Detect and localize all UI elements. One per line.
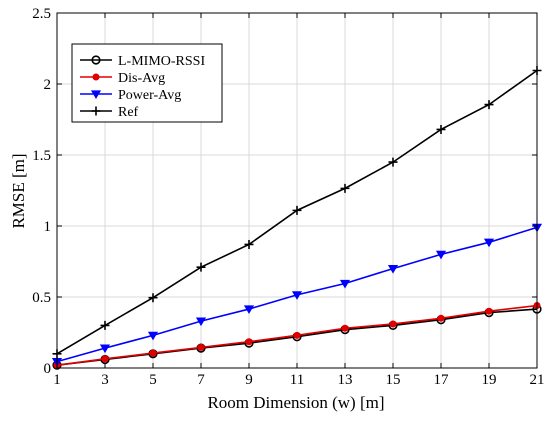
legend-label: Dis-Avg <box>118 71 165 86</box>
plus-marker <box>244 239 254 249</box>
x-tick-label: 17 <box>434 372 450 388</box>
x-tick-label: 15 <box>386 372 401 388</box>
triangle-marker <box>195 317 207 327</box>
plus-marker <box>148 293 158 303</box>
triangle-marker <box>147 331 159 341</box>
y-tick-label: 0 <box>44 361 52 377</box>
y-tick-label: 1.5 <box>32 148 51 164</box>
x-tick-label: 21 <box>530 372 545 388</box>
y-tick-label: 2 <box>44 77 52 93</box>
triangle-marker <box>435 250 447 260</box>
legend-label: L-MIMO-RSSI <box>118 54 205 69</box>
triangle-marker <box>90 90 102 99</box>
dot-marker <box>485 307 493 315</box>
x-tick-label: 13 <box>338 372 353 388</box>
plus-marker <box>91 106 101 116</box>
y-tick-label: 2.5 <box>32 6 51 22</box>
y-tick-label: 0.5 <box>32 290 51 306</box>
dot-marker <box>92 73 100 81</box>
legend-label: Power-Avg <box>118 88 181 103</box>
dot-marker <box>437 314 445 322</box>
x-tick-label: 9 <box>245 372 253 388</box>
legend-item: L-MIMO-RSSI <box>80 54 205 69</box>
plus-marker <box>292 205 302 215</box>
legend-label: Ref <box>118 105 139 120</box>
triangle-marker <box>291 291 303 300</box>
plus-marker <box>388 157 398 167</box>
plus-marker <box>340 183 350 193</box>
dot-marker <box>245 338 253 346</box>
legend-item: Ref <box>80 105 139 120</box>
x-axis-label: Room Dimension (w) [m] <box>207 393 384 412</box>
dot-marker <box>197 343 205 351</box>
x-tick-label: 11 <box>290 372 304 388</box>
x-tick-label: 5 <box>149 372 157 388</box>
dot-marker <box>389 320 397 328</box>
legend-item: Power-Avg <box>80 88 181 103</box>
plus-marker <box>196 262 206 272</box>
dot-marker <box>293 331 301 339</box>
x-tick-label: 19 <box>482 372 497 388</box>
dot-marker <box>149 349 157 357</box>
series-layer <box>51 66 543 370</box>
triangle-marker <box>483 238 495 248</box>
triangle-marker <box>99 344 111 354</box>
x-tick-label: 7 <box>197 372 205 388</box>
y-tick-label: 1 <box>44 219 52 235</box>
dot-marker <box>101 355 109 363</box>
plus-marker <box>100 320 110 330</box>
triangle-marker <box>339 279 351 289</box>
circle-marker <box>91 55 101 65</box>
series-dis-avg <box>53 302 541 369</box>
x-tick-label: 3 <box>101 372 109 388</box>
legend: L-MIMO-RSSI Dis-Avg Power-Avg Ref <box>71 43 223 123</box>
dot-marker <box>341 324 349 332</box>
legend-item: Dis-Avg <box>80 71 165 86</box>
triangle-marker <box>387 264 399 274</box>
x-tick-label: 1 <box>53 372 61 388</box>
series-power-avg <box>51 223 543 367</box>
triangle-marker <box>243 305 255 315</box>
y-axis-label: RMSE [m] <box>9 153 28 228</box>
plus-marker <box>436 124 446 134</box>
plus-marker <box>484 100 494 110</box>
